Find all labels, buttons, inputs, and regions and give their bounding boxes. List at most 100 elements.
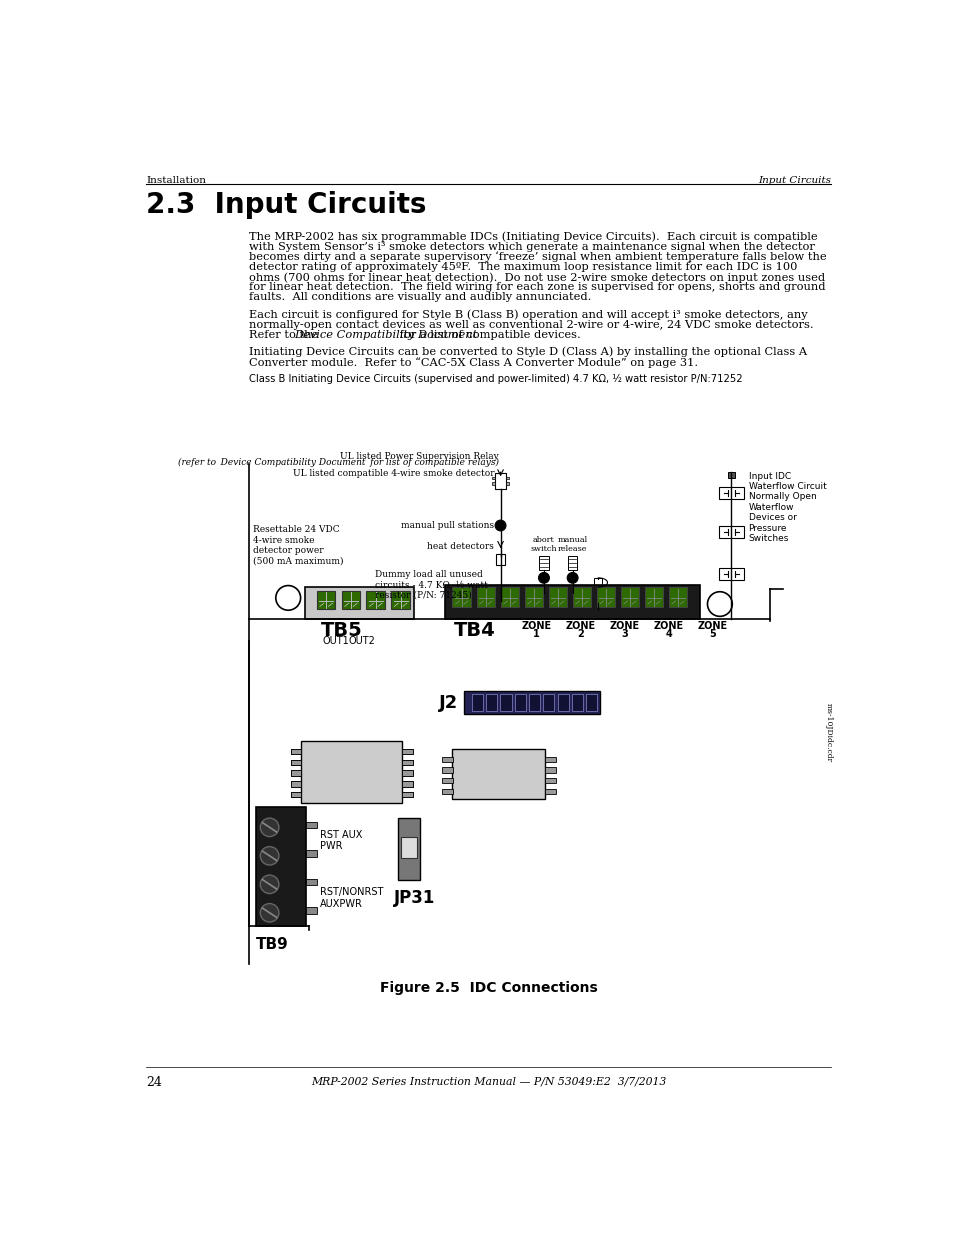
Text: ZONE: ZONE [520, 621, 551, 631]
Bar [402, 771, 413, 776]
Bar [545, 757, 556, 762]
Bar [571, 694, 582, 711]
Bar [472, 694, 482, 711]
Bar [719, 526, 743, 537]
Bar [402, 748, 413, 755]
Bar [719, 487, 743, 499]
Text: Each circuit is configured for Style B (Class B) operation and will accept i³ sm: Each circuit is configured for Style B (… [249, 310, 806, 320]
Bar [402, 760, 413, 764]
Text: 1: 1 [533, 630, 539, 640]
Bar [291, 748, 301, 755]
Bar [291, 792, 301, 798]
Circle shape [260, 904, 278, 923]
Bar [495, 473, 505, 489]
Bar [397, 818, 419, 879]
Bar [572, 587, 591, 608]
Bar [505, 483, 509, 484]
Bar [366, 592, 385, 609]
Text: ms-10JDidc.cdr: ms-10JDidc.cdr [823, 703, 832, 762]
Bar [305, 587, 414, 620]
Bar [291, 792, 301, 798]
Text: Figure 2.5  IDC Connections: Figure 2.5 IDC Connections [379, 982, 598, 995]
Bar [402, 748, 413, 755]
Bar [452, 587, 471, 608]
Text: Resettable 24 VDC
4-wire smoke
detector power
(500 mA maximum): Resettable 24 VDC 4-wire smoke detector … [253, 526, 343, 566]
Bar [291, 771, 301, 776]
Text: Class B Initiating Device Circuits (supervised and power-limited) 4.7 KΩ, ½ watt: Class B Initiating Device Circuits (supe… [249, 374, 741, 384]
Text: 5: 5 [709, 630, 716, 640]
Bar [444, 585, 700, 620]
Text: with System Sensor’s i³ smoke detectors which generate a maintenance signal when: with System Sensor’s i³ smoke detectors … [249, 242, 814, 252]
Text: ZONE: ZONE [653, 621, 683, 631]
Bar [306, 908, 316, 914]
Text: Initiating Device Circuits can be converted to Style D (Class A) by installing t: Initiating Device Circuits can be conver… [249, 347, 806, 357]
Bar [557, 694, 568, 711]
Text: TB9: TB9 [255, 936, 288, 952]
Bar [496, 555, 505, 564]
Circle shape [567, 573, 578, 583]
Circle shape [275, 585, 300, 610]
Bar [291, 782, 301, 787]
Bar [476, 587, 495, 608]
Bar [545, 789, 556, 794]
Circle shape [707, 592, 732, 616]
Text: Device Compatibility Document: Device Compatibility Document [294, 330, 476, 340]
Bar [727, 472, 735, 478]
Text: Dummy load all unused
circuits - 4.7 KΩ, ½ watt
resistor (P/N: 71245): Dummy load all unused circuits - 4.7 KΩ,… [375, 571, 487, 600]
Circle shape [260, 818, 278, 836]
Text: 4: 4 [664, 630, 672, 640]
Bar [548, 587, 567, 608]
Text: J2: J2 [438, 694, 457, 711]
Bar [668, 587, 686, 608]
Text: becomes dirty and a separate supervisory ‘freeze’ signal when ambient temperatur: becomes dirty and a separate supervisory… [249, 252, 825, 263]
Text: RST AUX
PWR: RST AUX PWR [319, 830, 362, 851]
Bar [594, 578, 601, 590]
Bar [306, 823, 316, 829]
Bar [402, 771, 413, 776]
Bar [515, 694, 525, 711]
Bar [341, 592, 360, 609]
Text: 3: 3 [620, 630, 627, 640]
Bar [291, 782, 301, 787]
Bar [291, 760, 301, 764]
Text: ZONE: ZONE [565, 621, 595, 631]
Bar [500, 694, 511, 711]
Text: 24: 24 [146, 1076, 162, 1089]
Bar [719, 568, 743, 580]
Text: normally-open contact devices as well as conventional 2-wire or 4-wire, 24 VDC s: normally-open contact devices as well as… [249, 320, 813, 330]
Bar [316, 592, 335, 609]
Text: 2.3  Input Circuits: 2.3 Input Circuits [146, 190, 426, 219]
Text: UL listed compatible 4-wire smoke detector: UL listed compatible 4-wire smoke detect… [294, 468, 495, 478]
Text: ohms (700 ohms for linear heat detection).  Do not use 2-wire smoke detectors on: ohms (700 ohms for linear heat detection… [249, 272, 824, 283]
Text: ZONE: ZONE [609, 621, 639, 631]
Bar [441, 778, 452, 783]
Text: manual
release: manual release [557, 536, 587, 553]
Text: RST/NONRST
AUXPWR: RST/NONRST AUXPWR [319, 888, 383, 909]
Bar [585, 694, 597, 711]
Text: MRP-2002 Series Instruction Manual — P/N 53049:E2  3/7/2013: MRP-2002 Series Instruction Manual — P/N… [311, 1076, 666, 1086]
Text: manual pull stations: manual pull stations [401, 521, 494, 530]
Text: Installation: Installation [146, 175, 206, 185]
Bar [545, 778, 556, 783]
Text: Input IDC
Waterflow Circuit
Normally Open
Waterflow
Devices or
Pressure
Switches: Input IDC Waterflow Circuit Normally Ope… [748, 472, 825, 543]
Bar [644, 587, 662, 608]
Bar [402, 792, 413, 798]
Bar [528, 694, 539, 711]
Bar [441, 767, 452, 773]
Bar [542, 694, 554, 711]
Text: heat detectors: heat detectors [427, 542, 494, 551]
Text: OUT2: OUT2 [348, 636, 375, 646]
Bar [301, 741, 402, 803]
Bar [441, 789, 452, 794]
Circle shape [495, 520, 505, 531]
Bar [291, 760, 301, 764]
Bar [620, 587, 639, 608]
Bar [500, 587, 518, 608]
Bar [486, 694, 497, 711]
Bar [452, 748, 545, 799]
Text: for a list of compatible devices.: for a list of compatible devices. [395, 330, 580, 340]
Bar [402, 760, 413, 764]
Text: abort
switch: abort switch [530, 536, 557, 553]
Bar [464, 692, 599, 714]
Circle shape [537, 573, 549, 583]
